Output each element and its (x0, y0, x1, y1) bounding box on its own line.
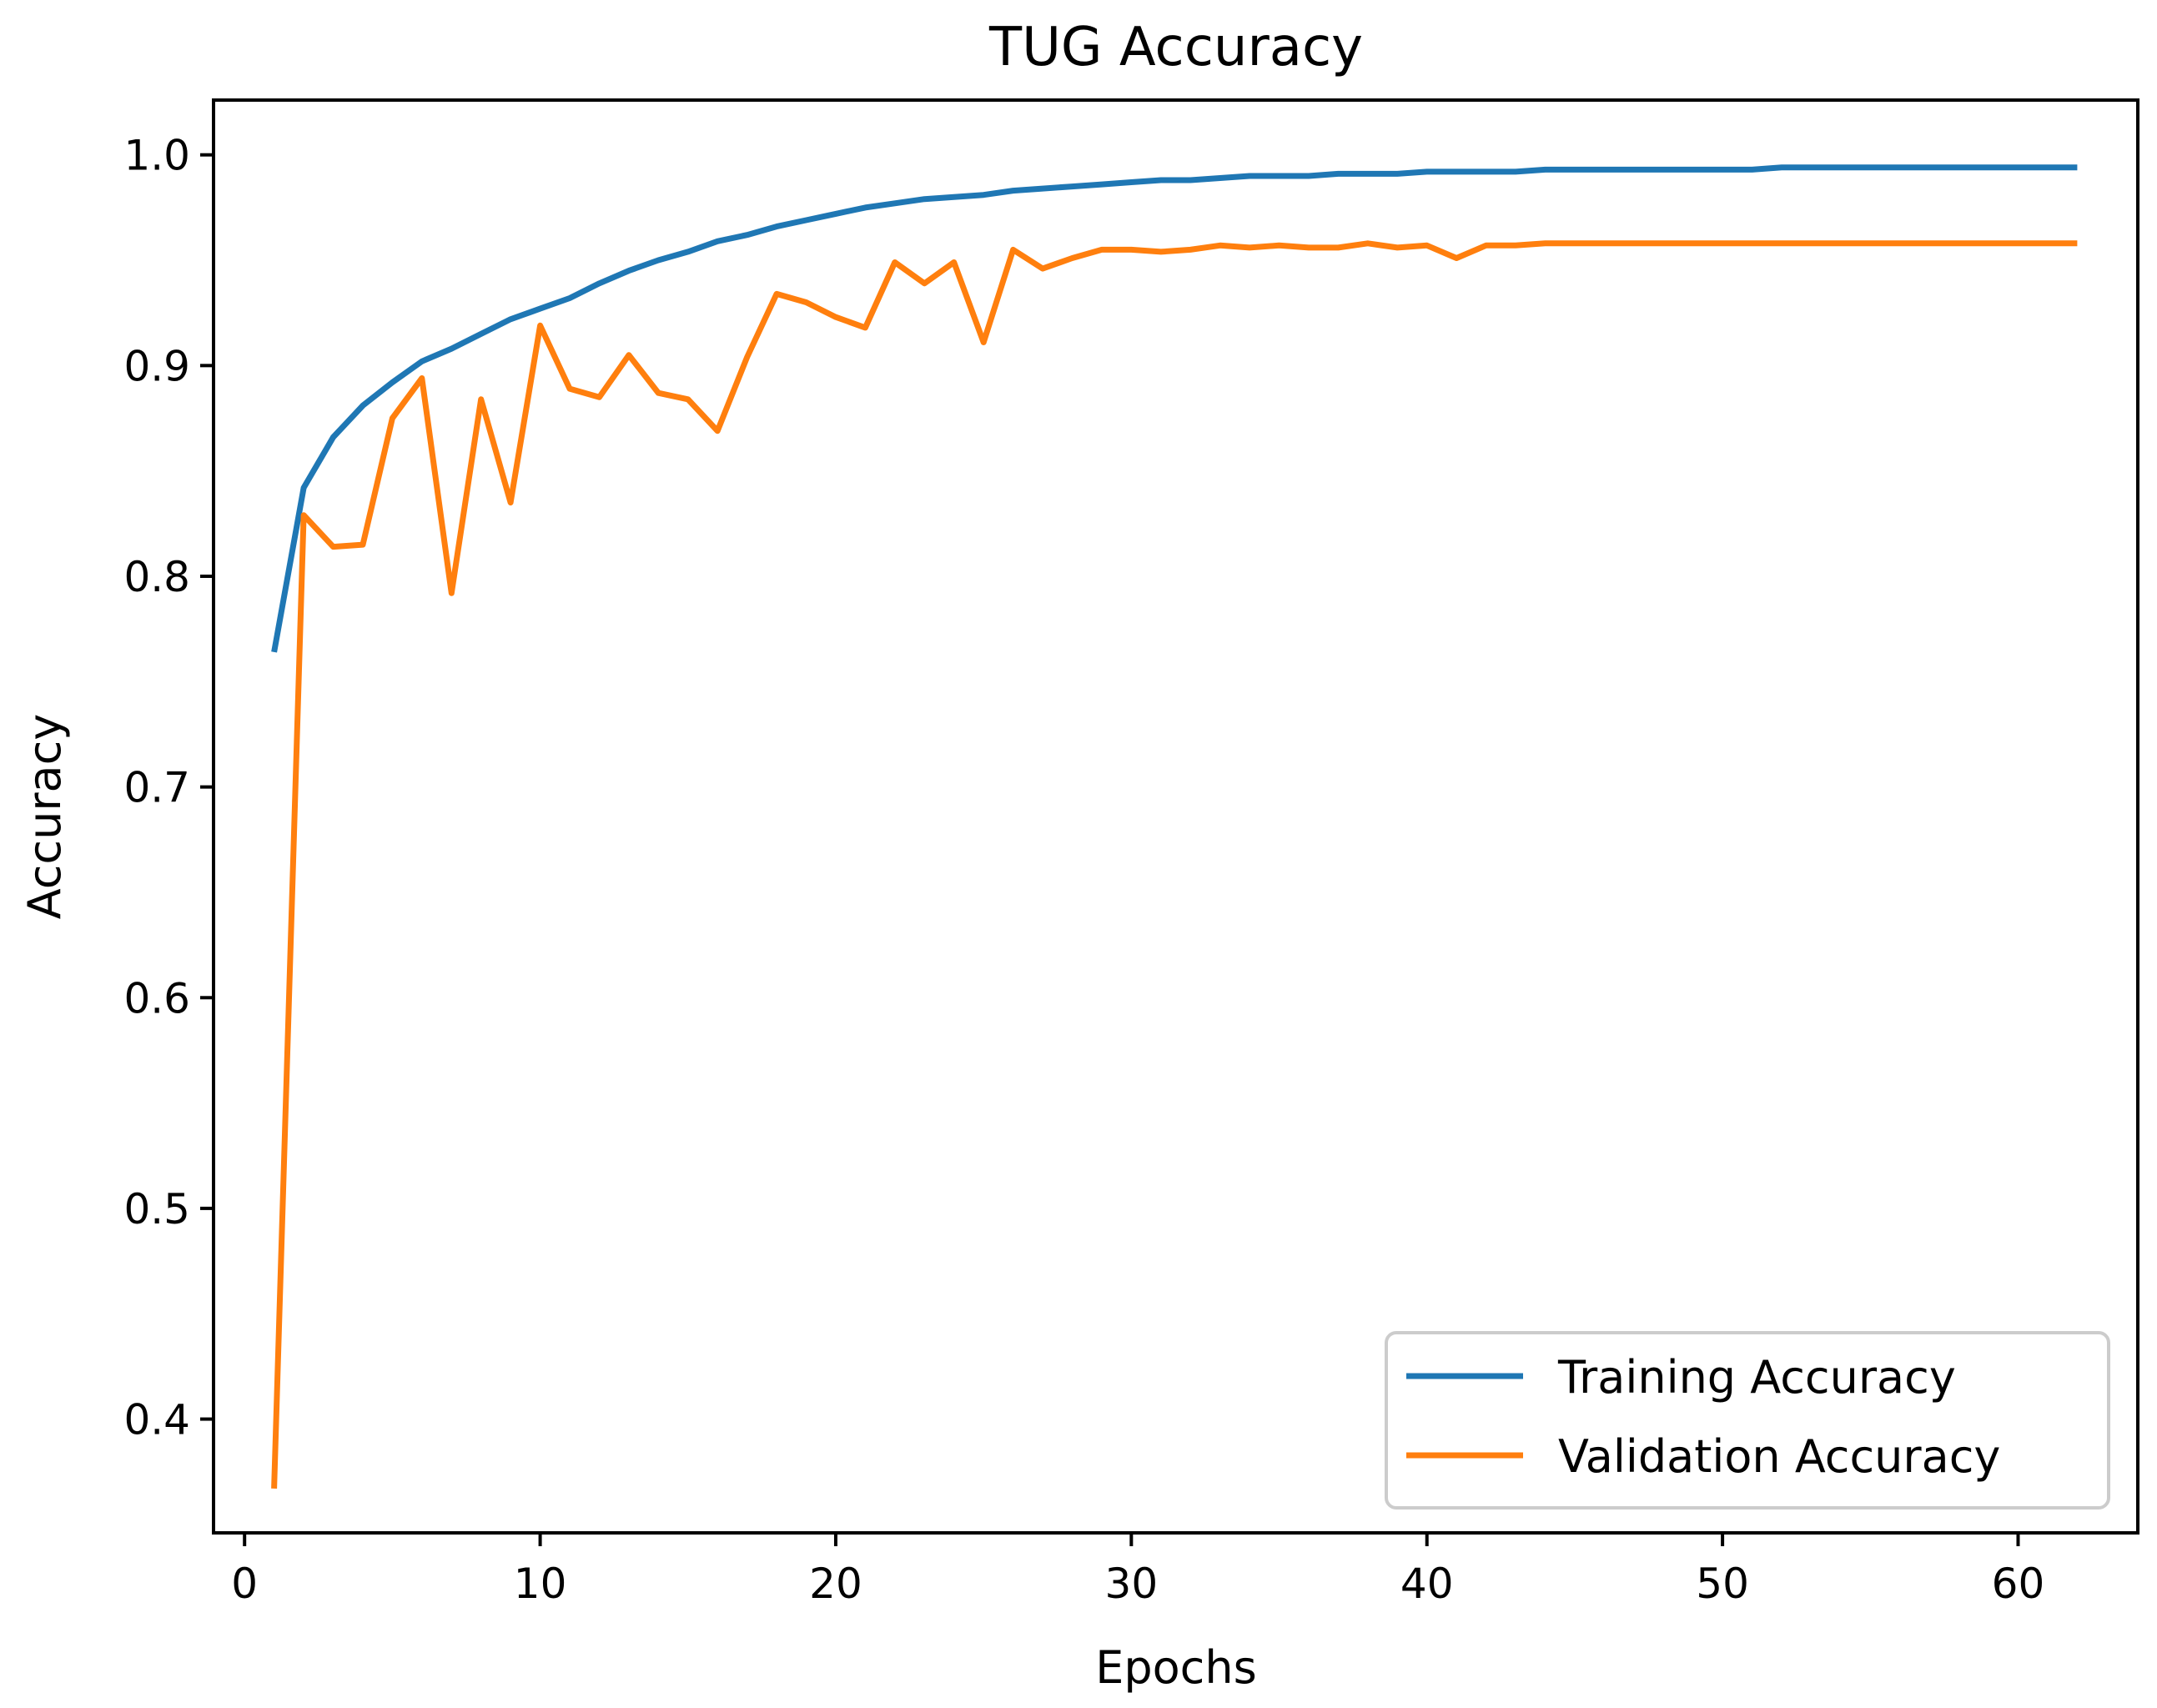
y-tick-label: 1.0 (123, 132, 190, 180)
x-tick-label: 10 (514, 1560, 567, 1608)
series-line-validation (271, 240, 2078, 1489)
plot-frame (212, 98, 2139, 1535)
y-tick-label: 0.7 (123, 764, 190, 812)
chart-title: TUG Accuracy (988, 17, 1363, 78)
y-tick-label: 0.8 (123, 553, 190, 601)
y-axis-label: Accuracy (18, 714, 71, 920)
y-tick-label: 0.6 (123, 974, 190, 1022)
y-axis: 0.4 0.5 0.6 0.7 0.8 0.9 1.0 (123, 132, 214, 1444)
x-axis-label: Epochs (1095, 1641, 1256, 1694)
legend-frame (1385, 1331, 2110, 1510)
legend: Training Accuracy Validation Accuracy (1385, 1331, 2110, 1510)
x-tick-label: 0 (231, 1560, 258, 1608)
x-axis: 0 10 20 30 40 50 60 (231, 1533, 2044, 1608)
x-tick-label: 20 (809, 1560, 862, 1608)
x-tick-label: 50 (1696, 1560, 1749, 1608)
x-tick-label: 60 (1992, 1560, 2045, 1608)
y-tick-label: 0.4 (123, 1396, 190, 1444)
legend-label-validation: Validation Accuracy (1558, 1430, 2000, 1483)
plot-area (271, 164, 2078, 1489)
x-tick-label: 30 (1105, 1560, 1159, 1608)
y-tick-label: 0.9 (123, 342, 190, 390)
series-line-training (271, 164, 2078, 653)
x-tick-label: 40 (1400, 1560, 1454, 1608)
y-tick-label: 0.5 (123, 1185, 190, 1233)
legend-label-training: Training Accuracy (1557, 1351, 1956, 1404)
